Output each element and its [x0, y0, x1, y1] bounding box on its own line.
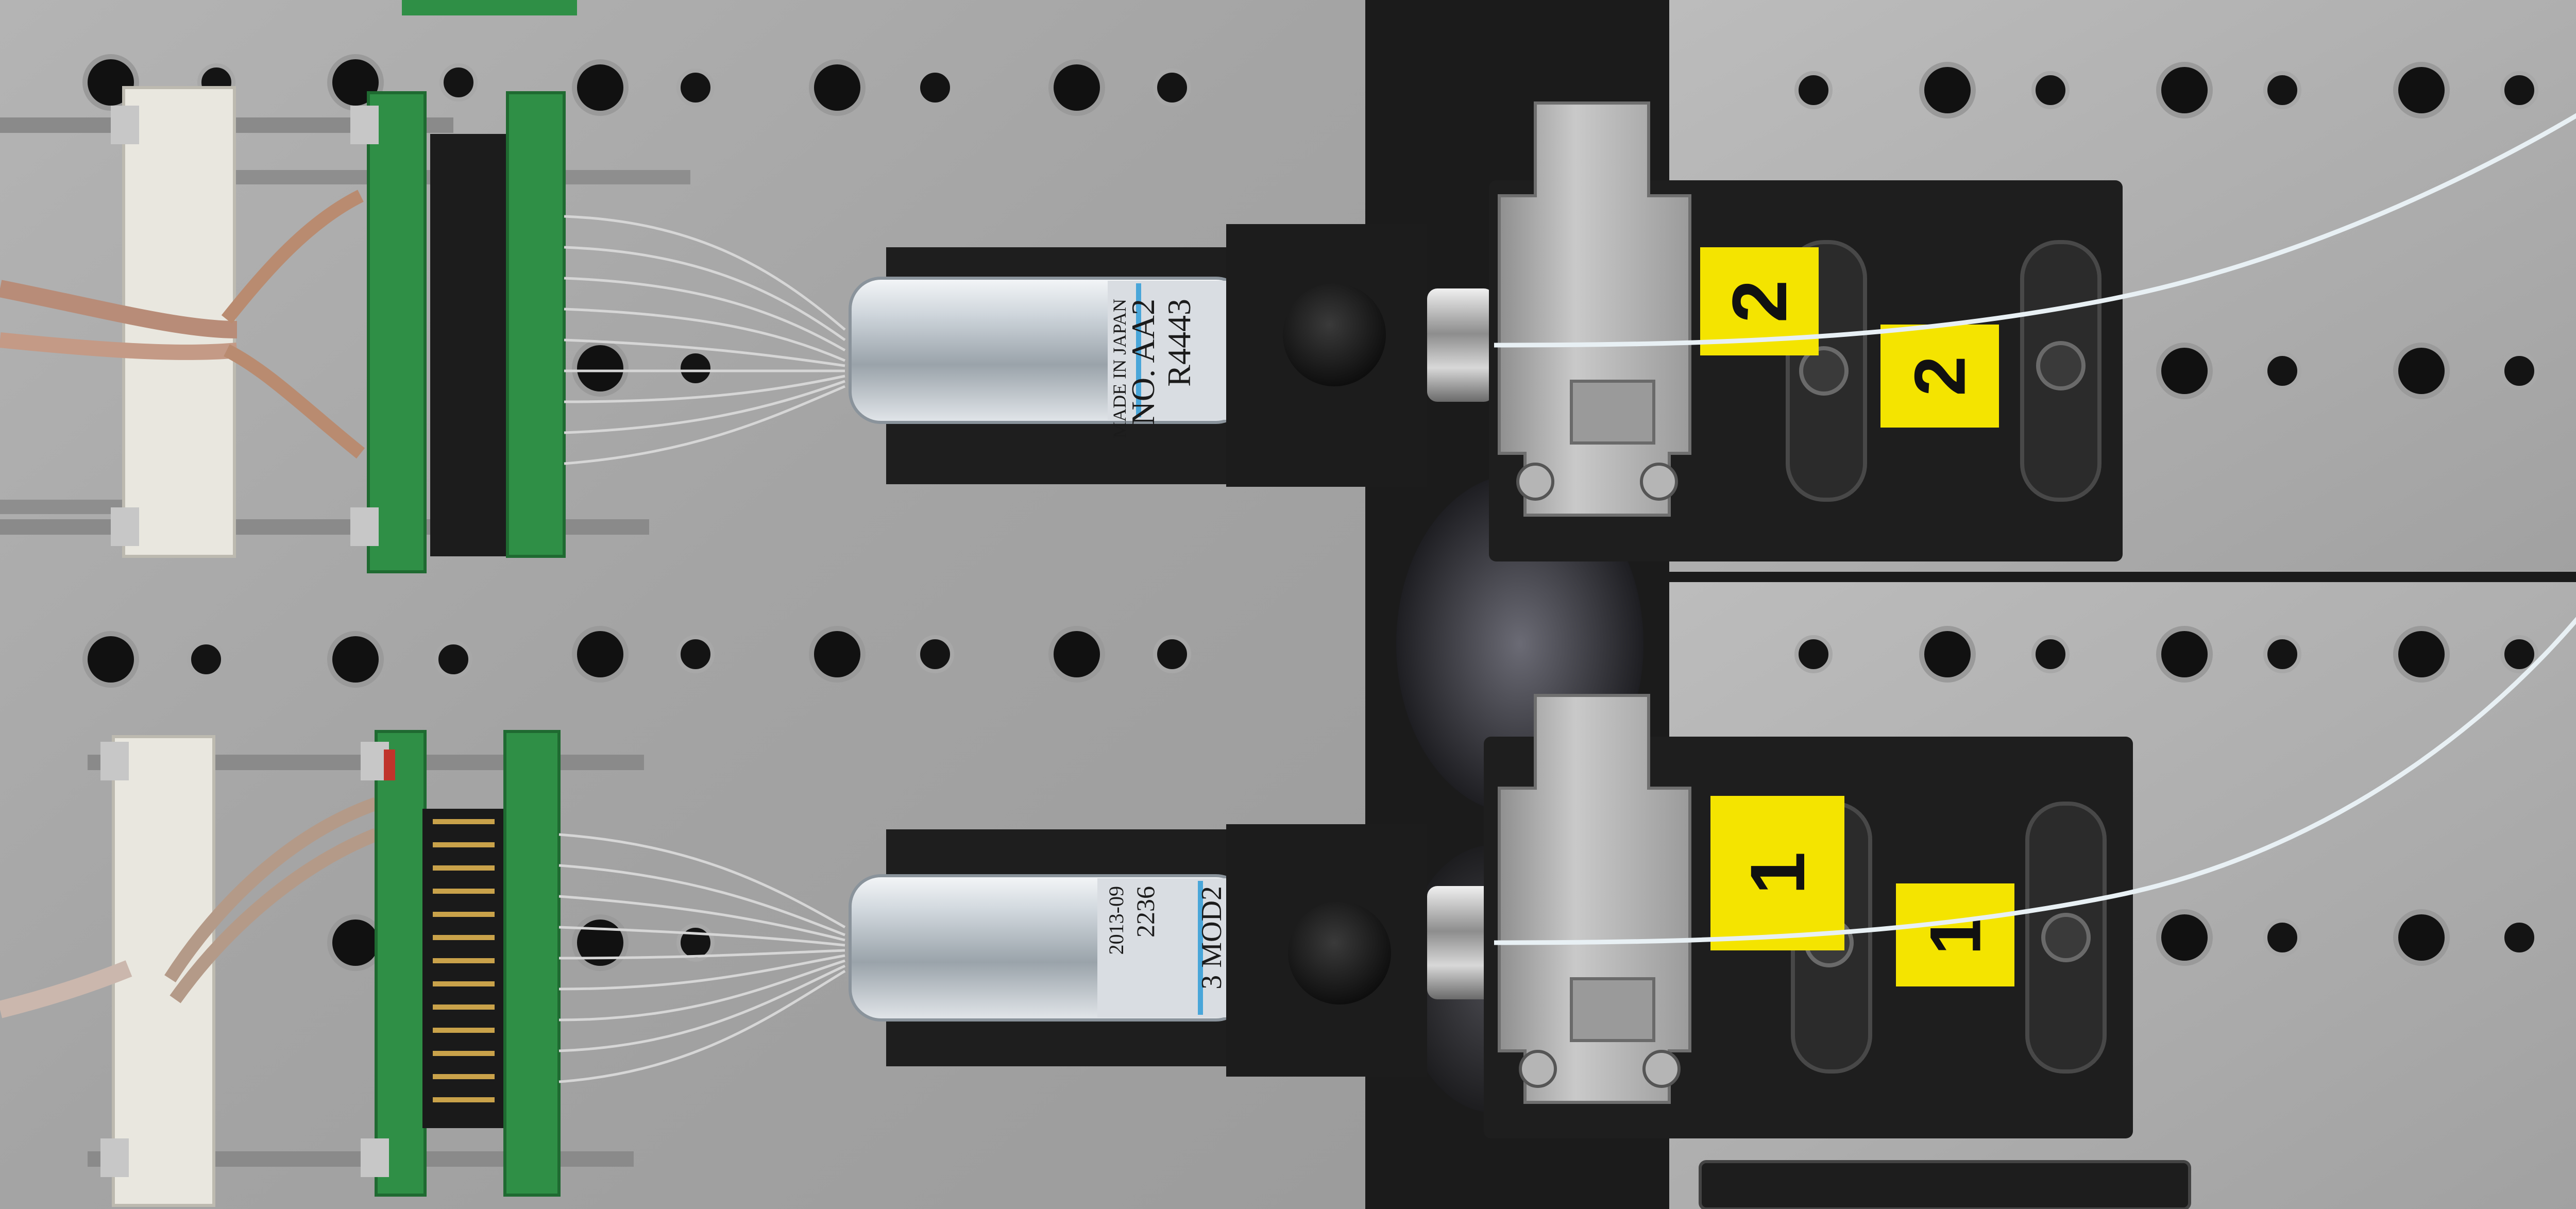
mount-screw [2036, 341, 2086, 390]
hex-nut [100, 742, 129, 780]
pcb-board [503, 730, 561, 1197]
clamp-block [1570, 380, 1655, 445]
pmt-assembly-top: R4443 NO. AA2 MADE IN JAPAN 2 2 [0, 86, 2576, 573]
tube-label-text: NO. AA2 [1125, 299, 1161, 425]
coax-cable [224, 344, 365, 459]
fiber-label [1896, 883, 2014, 986]
lower-black-plate [1699, 1160, 2191, 1209]
fiber-tag [1710, 796, 1844, 950]
fiber-tag-number: 2 [1716, 280, 1803, 322]
fiber-label [1880, 325, 1999, 428]
clamp-block [1570, 977, 1655, 1042]
optical-fiber [1494, 113, 2576, 348]
coax-cable [0, 960, 132, 1018]
clamp-screw [1640, 463, 1678, 501]
pcb-board [375, 730, 427, 1197]
housing-knob [1288, 901, 1391, 1004]
hex-nut [111, 106, 139, 144]
tube-label-text: 3 MOD2 [1196, 886, 1228, 990]
hex-nut [350, 507, 379, 546]
pcb-edge-top [402, 0, 577, 15]
clamp-screw [1519, 1050, 1557, 1088]
mount-screw [1799, 346, 1849, 396]
pin-header [422, 809, 505, 1128]
tube-label [1097, 878, 1236, 1017]
pcb-board [506, 91, 566, 558]
housing-knob [1283, 283, 1386, 386]
clamp-screw [1642, 1050, 1681, 1088]
coax-cable [0, 332, 238, 360]
tube-label-text: 2236 [1131, 886, 1160, 938]
pcb-board [367, 91, 427, 573]
pmt-assembly-bottom: 3 MOD2 2236 2013-09 1 1 [0, 617, 2576, 1207]
tube-label [1108, 281, 1236, 420]
coax-cable [0, 280, 238, 338]
tube-label-text: MADE IN JAPAN [1109, 299, 1130, 438]
fiber-tag-number: 1 [1734, 852, 1821, 894]
hex-nut [361, 1138, 389, 1177]
clamp-screw [1516, 463, 1554, 501]
hex-nut [100, 1138, 129, 1177]
chrome-ferrule [1427, 886, 1494, 999]
mount-screw [2041, 913, 2091, 962]
coax-cable [164, 797, 379, 983]
tube-label-text: 2013-09 [1105, 886, 1128, 955]
coax-cable [221, 190, 364, 324]
fiber-label-number: 2 [1900, 356, 1980, 396]
gold-pins [433, 819, 495, 1102]
tube-lead-wires [558, 833, 846, 1083]
red-marker [384, 750, 395, 780]
pcb-board [430, 134, 507, 556]
optical-fiber [1494, 617, 2576, 945]
tube-lead-wires [564, 215, 846, 465]
tube-label-text: R4443 [1161, 299, 1197, 387]
hex-nut [111, 507, 139, 546]
chrome-ferrule [1427, 288, 1494, 402]
coax-cable [170, 828, 379, 1003]
hex-nut [350, 106, 379, 144]
